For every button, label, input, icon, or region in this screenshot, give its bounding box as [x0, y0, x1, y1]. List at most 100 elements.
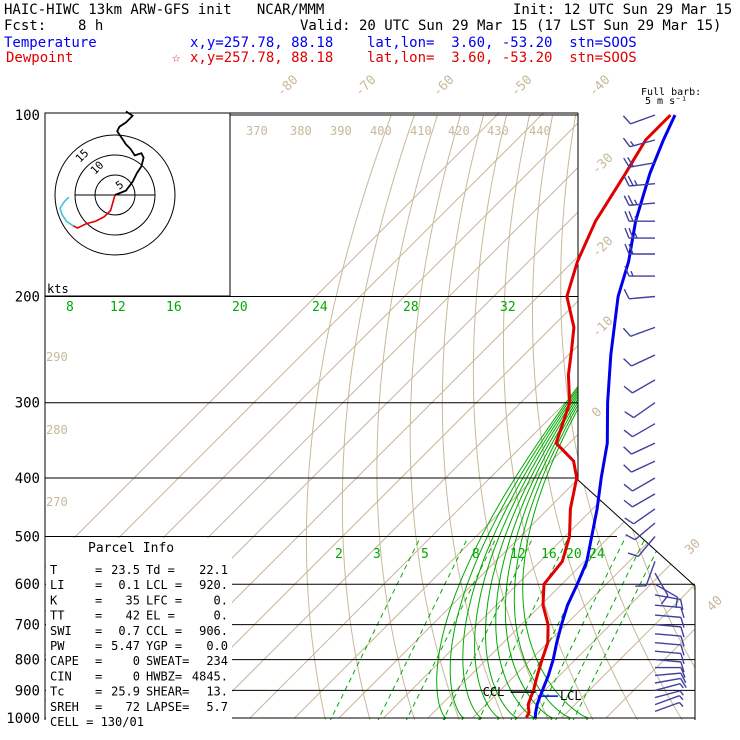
wind-barb-staff — [633, 508, 656, 525]
theta-label: 380 — [290, 124, 312, 138]
isotherm-label: -70 — [352, 73, 379, 100]
wind-barb — [623, 175, 656, 187]
mixing-ratio-label: 16 — [166, 300, 182, 315]
isotherm-label: -50 — [508, 73, 535, 100]
parcel-row-value2: 0.0 — [206, 639, 228, 653]
wind-barb-flag — [628, 210, 634, 222]
wind-barb — [654, 672, 687, 684]
wind-barb — [654, 682, 684, 692]
dry-adiabat-line — [376, 114, 438, 720]
wind-barb-staff — [654, 642, 681, 646]
dry-adiabat-line — [639, 114, 695, 720]
parcel-row-value: 35 — [126, 593, 140, 607]
barb-legend: Full barb:5 m s⁻¹ — [641, 87, 701, 107]
wind-barb-staff — [654, 572, 669, 596]
mixing-ratio-label: 20 — [566, 547, 582, 562]
wind-barb — [624, 243, 655, 255]
isotherm-line — [338, 113, 695, 719]
isotherm-line — [45, 113, 613, 719]
theta-label: 270 — [46, 495, 68, 509]
wind-barb — [654, 695, 684, 706]
wind-barb — [622, 114, 656, 125]
parcel-row-eq: = — [95, 593, 102, 607]
wind-barb-flag — [624, 265, 630, 277]
moist-adiabat-line — [495, 296, 649, 720]
parcel-row-label2: YGP = — [146, 639, 182, 653]
wind-barb — [624, 265, 655, 277]
wind-barb-flag — [623, 195, 630, 206]
wind-barb-flag — [635, 585, 647, 587]
mixing-ratio-label: 2 — [335, 547, 343, 562]
isotherm-label: -30 — [589, 151, 616, 178]
wind-barb-staff — [633, 402, 656, 419]
wind-barb — [654, 633, 685, 647]
dry-adiabat-line — [560, 114, 690, 720]
parcel-row-value: 42 — [126, 609, 140, 623]
wind-barb-flag — [622, 115, 632, 125]
mixing-ratio-label: 5 — [421, 547, 429, 562]
wind-barb-staff — [629, 183, 656, 187]
isotherm-label: -40 — [586, 73, 613, 100]
parcel-row-value: 0.7 — [118, 624, 140, 638]
wind-barb-flag — [680, 644, 685, 656]
mixing-ratio-line — [567, 536, 665, 720]
wind-barb — [654, 604, 685, 618]
wind-barb-flag — [624, 227, 630, 239]
wind-barb-staff — [654, 682, 681, 692]
wind-barb-staff — [654, 614, 681, 619]
wind-barb-flag — [623, 446, 632, 455]
mixing-ratio-line — [505, 536, 602, 720]
wind-barb-flag — [680, 653, 685, 664]
wind-barb-flag — [623, 176, 630, 187]
parcel-info-panel: Parcel Info T = 23.5 Td = 22.1 LI = 0.1 LCL = 920.… — [46, 538, 232, 729]
parcel-row-eq: = — [95, 563, 102, 577]
wind-barb — [627, 536, 656, 558]
parcel-row-label2: SHEAR= — [146, 685, 189, 699]
wind-barb-staff — [637, 536, 656, 557]
pressure-tick-label: 900 — [15, 683, 40, 699]
wind-barb — [635, 561, 656, 587]
parcel-row-value2: 234 — [206, 654, 228, 668]
wind-barb-flag — [680, 667, 686, 678]
isotherm-line — [116, 113, 695, 719]
wind-barb-staff — [654, 594, 681, 601]
parcel-row-value2: 5.7 — [206, 700, 228, 714]
pressure-tick-label: 300 — [15, 396, 40, 412]
mixing-ratio-label: 28 — [403, 300, 419, 315]
parcel-row-label: SWI — [50, 624, 72, 638]
parcel-row-label: LI — [50, 578, 64, 592]
wind-barb-staff — [654, 650, 681, 655]
wind-barb — [654, 658, 685, 673]
parcel-row-label: SREH — [50, 700, 79, 714]
wind-barb-staff — [654, 658, 681, 663]
parcel-row-label: CIN — [50, 669, 72, 683]
parcel-row-eq: = — [95, 624, 102, 638]
wind-barb-flag — [623, 483, 633, 492]
wind-barb-flag — [680, 617, 685, 628]
parcel-row-label: K — [50, 593, 58, 607]
header-fcst-label: Fcst: — [4, 18, 47, 34]
parcel-row-eq: = — [95, 654, 102, 668]
wind-barb — [654, 650, 685, 664]
mixing-ratio-label: 8 — [66, 300, 74, 315]
wind-barb-half-flag — [634, 180, 638, 186]
parcel-row-value: 72 — [126, 700, 140, 714]
wind-barb-half-flag — [678, 695, 684, 701]
wind-barb — [623, 156, 656, 168]
wind-barb-flag — [623, 157, 630, 168]
wind-barb-staff — [654, 633, 681, 637]
isotherm-label: -80 — [274, 73, 301, 100]
pressure-tick-label: 400 — [15, 471, 40, 487]
dry-adiabat-line — [664, 114, 695, 720]
theta-label: 430 — [487, 124, 509, 138]
wind-barb-flag — [624, 210, 630, 222]
wind-barb-staff — [632, 379, 656, 394]
wind-barb — [623, 379, 656, 394]
wind-barb-staff — [630, 114, 656, 125]
wind-barb-staff — [654, 677, 681, 684]
wind-barb-half-flag — [629, 140, 635, 147]
plot-right-border — [577, 113, 696, 720]
wind-barb-flag — [627, 156, 634, 167]
theta-label: 440 — [529, 124, 551, 138]
